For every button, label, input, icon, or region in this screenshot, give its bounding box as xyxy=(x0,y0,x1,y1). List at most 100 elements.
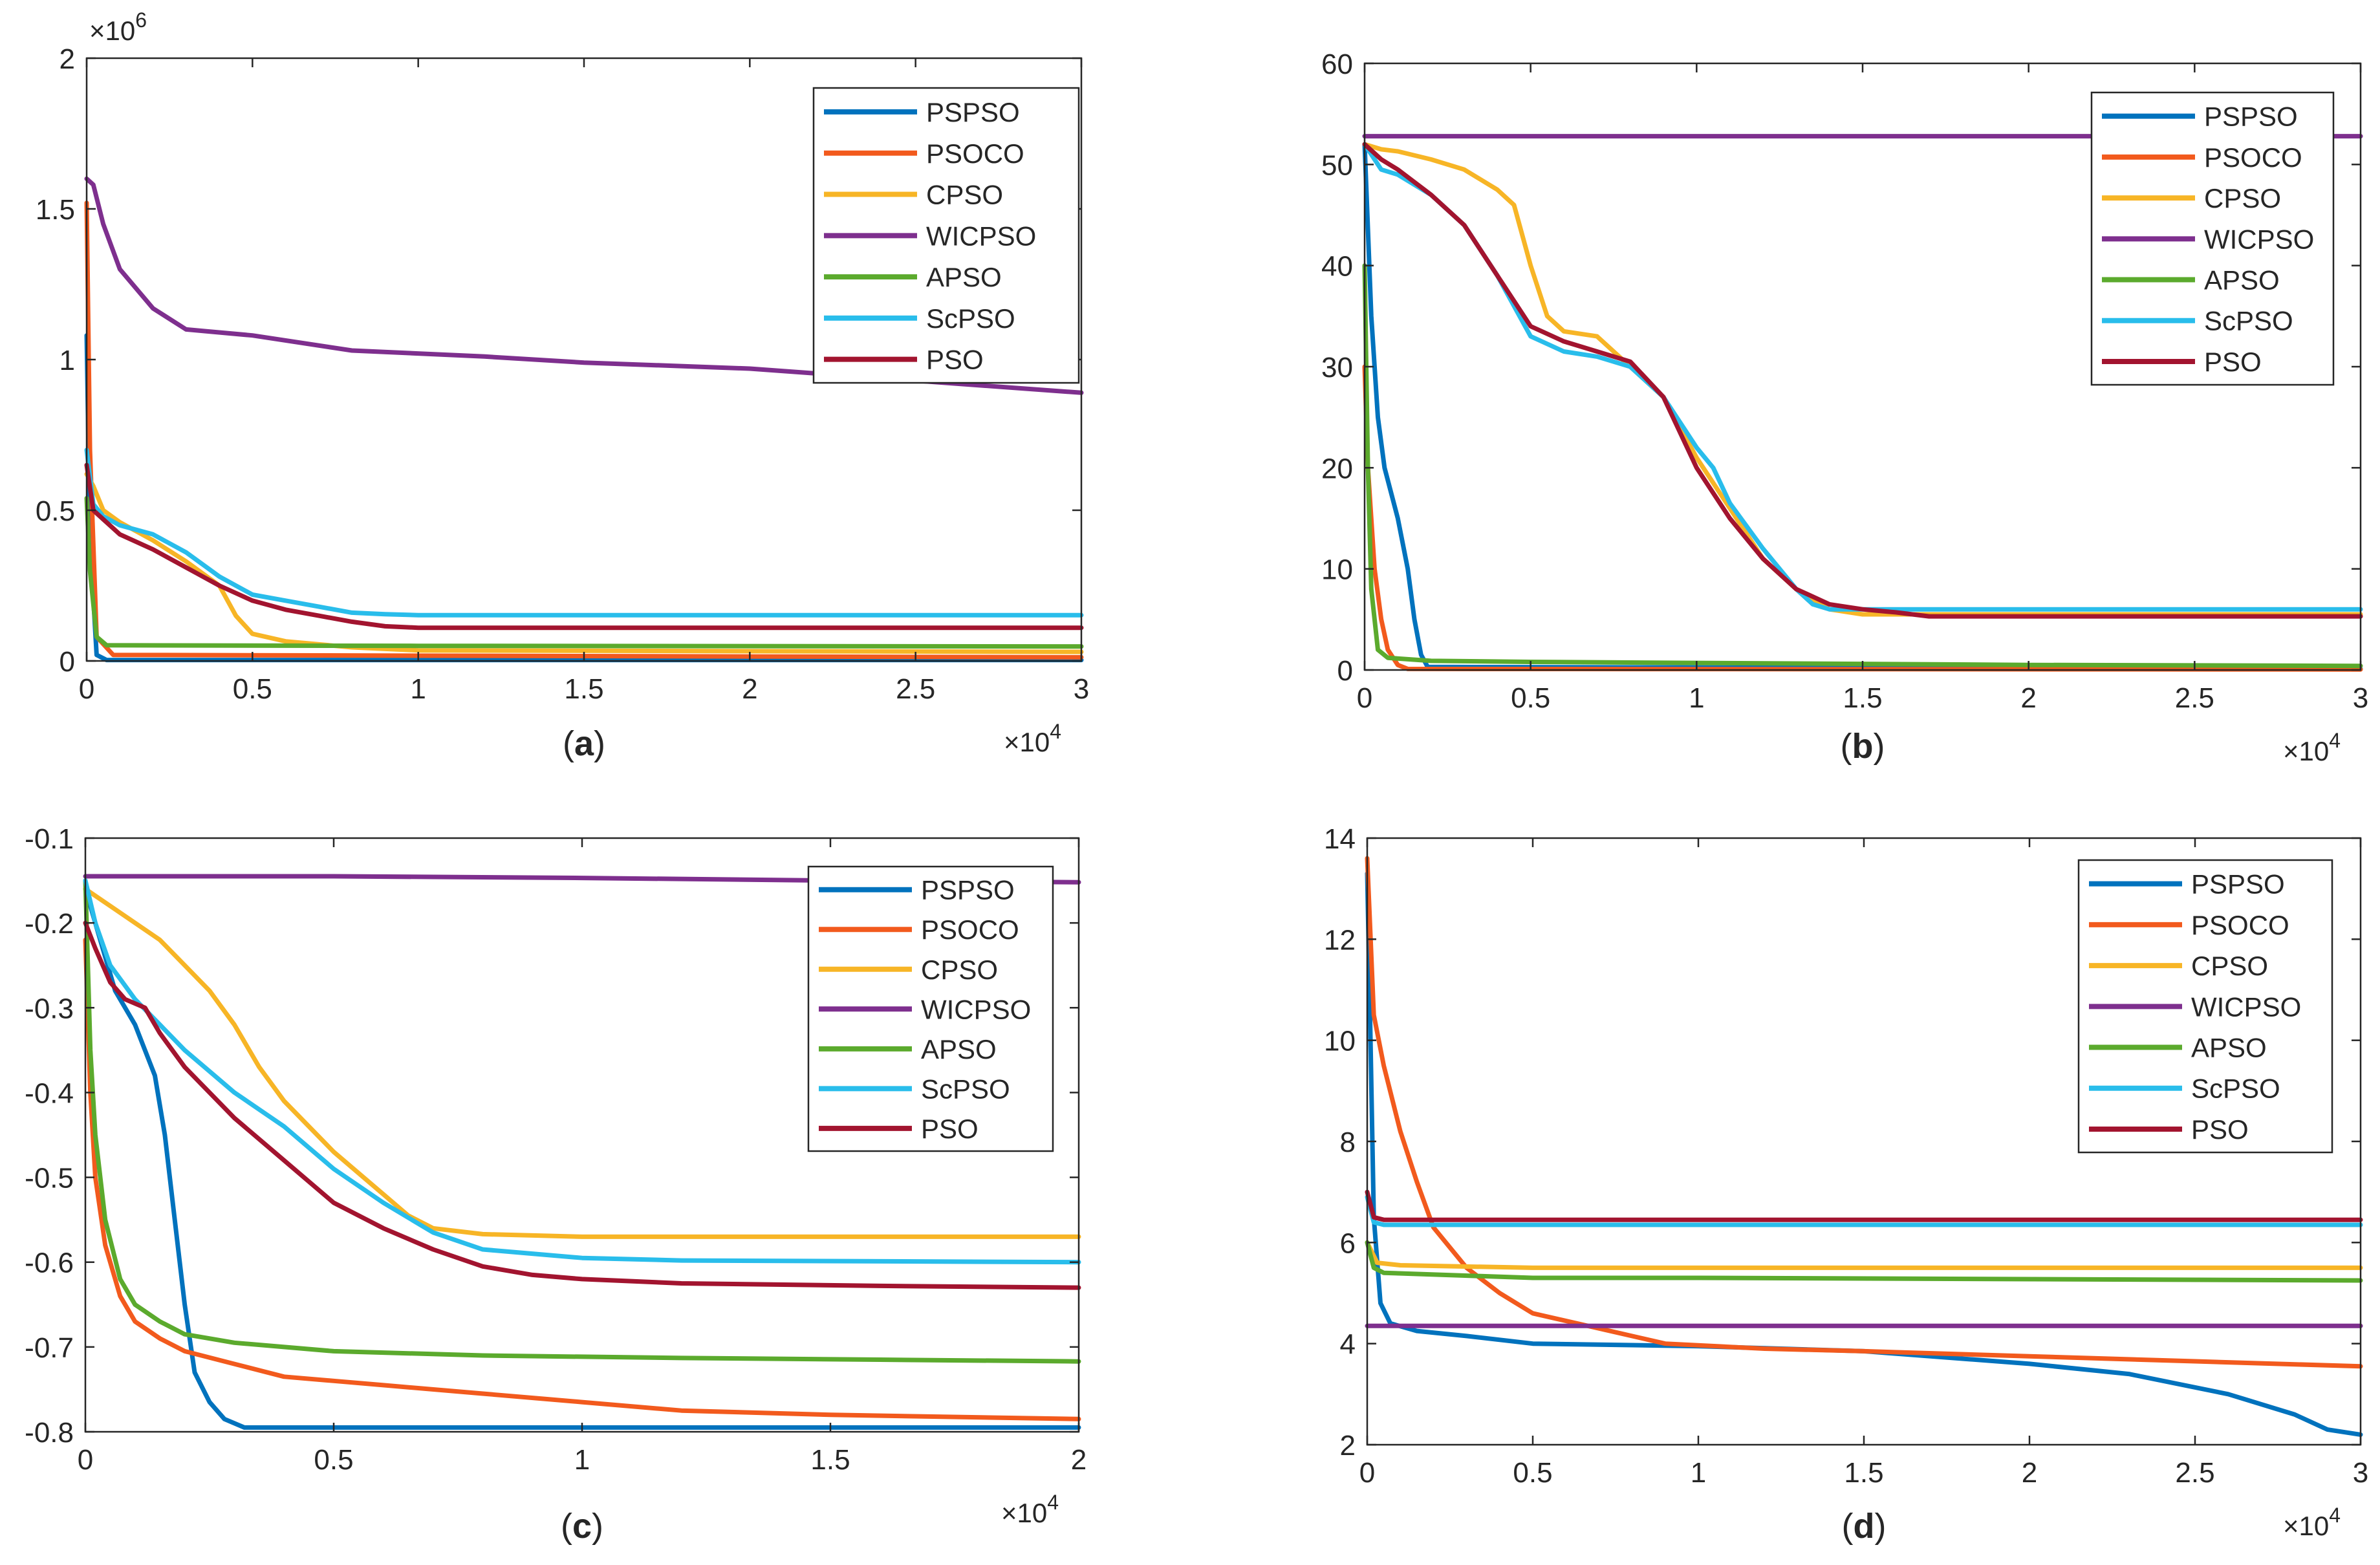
legend-label: PSOCO xyxy=(921,914,1019,945)
x-tick-label: 0 xyxy=(1359,1457,1375,1489)
chart-d: 0 0.5 1 1.5 2 2.5 3 2 4 6 8 10 12 14 ×104 PSPSO PSOCO CPS… xyxy=(1324,823,2368,1546)
legend-label: PSOCO xyxy=(926,138,1024,169)
legend-label: PSO xyxy=(2204,347,2262,377)
y-tick-label: 0 xyxy=(1337,655,1353,687)
series-line-wicpso xyxy=(84,176,1084,395)
chart-b: 0 0.5 1 1.5 2 2.5 30102030405060×104PSPSOPSOCO… xyxy=(1321,49,2368,766)
series-line-pso xyxy=(84,462,1084,631)
legend: PSPSO PSOCO CPSO WICPSO APSO ScPSO PSO xyxy=(812,87,1080,384)
panel-caption: (d) xyxy=(1842,1507,1887,1546)
x-tick-label: 0 xyxy=(78,1444,93,1476)
x-tick-label: 1.5 xyxy=(1843,682,1882,714)
legend-label: CPSO xyxy=(2204,183,2281,213)
y-tick-label: 0 xyxy=(60,646,75,678)
x-tick-label: 3 xyxy=(2353,682,2368,714)
y-tick-label: 12 xyxy=(1324,924,1356,956)
series-line-apso xyxy=(1365,1240,2363,1283)
x-tick-label: 1.5 xyxy=(564,673,603,705)
panel-caption: (c) xyxy=(561,1507,603,1546)
x-multiplier: ×104 xyxy=(1001,1491,1059,1528)
series-line-cpso xyxy=(1362,142,2363,617)
y-tick-label: 0.5 xyxy=(36,495,75,527)
series-line-apso xyxy=(83,878,1081,1364)
legend-label: WICPSO xyxy=(2191,991,2301,1022)
x-tick-label: 3 xyxy=(1074,673,1089,705)
x-multiplier: ×104 xyxy=(2283,729,2341,766)
series-line-cpso xyxy=(1365,1240,2363,1270)
x-tick-label: 1.5 xyxy=(1844,1457,1883,1489)
x-tick-label: 0.5 xyxy=(1513,1457,1552,1489)
legend-label: CPSO xyxy=(2191,951,2268,981)
legend-label: PSO xyxy=(921,1114,979,1144)
series-line-apso xyxy=(84,495,1084,649)
x-tick-label: 2.5 xyxy=(896,673,935,705)
y-tick-label: 10 xyxy=(1321,554,1353,586)
y-tick-label: 2 xyxy=(1340,1430,1356,1462)
legend: PSPSO PSOCO CPSO WICPSO APSO ScPSO PSO xyxy=(2077,859,2333,1154)
x-tick-label: 1 xyxy=(1691,1457,1706,1489)
legend-label: ScPSO xyxy=(921,1074,1010,1104)
y-tick-label: -0.7 xyxy=(25,1332,74,1364)
y-tick-label: 50 xyxy=(1321,149,1353,181)
x-tick-label: 0.5 xyxy=(314,1444,353,1476)
y-tick-label: -0.2 xyxy=(25,908,74,940)
x-tick-label: 0.5 xyxy=(1511,682,1550,714)
y-tick-label: 30 xyxy=(1321,352,1353,383)
chart-a: 0 0.5 1 1.5 2 2.5 3 0 0.5 1 1.5 2 ×104 ×106 PSPSO PSOCO… xyxy=(36,8,1089,763)
x-tick-label: 2 xyxy=(2022,1457,2037,1489)
panel-caption: (a) xyxy=(563,724,605,763)
series-line-psoco xyxy=(83,937,1081,1421)
x-tick-label: 0 xyxy=(79,673,94,705)
legend-label: ScPSO xyxy=(926,303,1015,334)
legend-label: APSO xyxy=(2204,265,2280,296)
legend-label: APSO xyxy=(926,262,1002,292)
x-tick-label: 1 xyxy=(410,673,426,705)
legend-label: PSO xyxy=(926,345,984,375)
x-tick-label: 3 xyxy=(2353,1457,2368,1489)
legend-label: PSO xyxy=(2191,1114,2249,1145)
series-line-pso xyxy=(83,920,1081,1290)
legend-label: WICPSO xyxy=(926,221,1036,251)
y-tick-label: 4 xyxy=(1340,1329,1356,1361)
legend: PSPSO PSOCO CPSO WICPSO APSO ScPSO PSO xyxy=(2090,91,2335,386)
legend-label: ScPSO xyxy=(2191,1074,2280,1104)
series-line-pso xyxy=(1362,142,2363,619)
x-multiplier: ×104 xyxy=(1004,720,1061,757)
series-line-psoco xyxy=(1365,856,2363,1369)
x-tick-label: 2.5 xyxy=(2175,1457,2214,1489)
y-tick-label: 60 xyxy=(1321,49,1353,80)
x-multiplier: ×104 xyxy=(2283,1504,2341,1541)
y-tick-label: 6 xyxy=(1340,1227,1356,1259)
y-tick-label: -0.8 xyxy=(25,1417,74,1449)
y-tick-label: 1.5 xyxy=(36,194,75,226)
legend-label: ScPSO xyxy=(2204,306,2293,336)
x-tick-label: 2.5 xyxy=(2175,682,2214,714)
y-tick-label: 2 xyxy=(60,43,75,75)
legend-label: PSOCO xyxy=(2204,142,2302,173)
series-line-pso xyxy=(1365,1189,2363,1222)
legend-label: PSOCO xyxy=(2191,910,2289,940)
x-tick-label: 2 xyxy=(2020,682,2036,714)
legend-label: PSPSO xyxy=(926,97,1020,127)
x-tick-label: 1 xyxy=(574,1444,590,1476)
x-tick-label: 1 xyxy=(1689,682,1704,714)
y-tick-label: 8 xyxy=(1340,1127,1356,1158)
series-line-scpso xyxy=(84,448,1084,618)
series-line-cpso xyxy=(83,887,1081,1239)
y-tick-label: -0.3 xyxy=(25,993,74,1024)
legend-label: WICPSO xyxy=(2204,224,2314,254)
series-line-scpso xyxy=(83,878,1081,1265)
x-tick-label: 2 xyxy=(742,673,757,705)
x-tick-label: 0 xyxy=(1357,682,1372,714)
y-tick-label: -0.1 xyxy=(25,823,74,855)
y-tick-label: 20 xyxy=(1321,453,1353,484)
legend: PSPSO PSOCO CPSO WICPSO APSO ScPSO PSO xyxy=(807,865,1054,1152)
legend-label: CPSO xyxy=(921,955,998,985)
y-tick-label: -0.6 xyxy=(25,1247,74,1279)
y-tick-label: -0.4 xyxy=(25,1077,74,1109)
legend-label: PSPSO xyxy=(2191,869,2285,900)
legend-label: CPSO xyxy=(926,180,1003,210)
chart-c: 0 0.5 1 1.5 2 -0.8 -0.7 -0.6 -0.5 -0.4 -0.3 -0.2 -0.… xyxy=(25,823,1087,1546)
x-tick-label: 2 xyxy=(1071,1444,1087,1476)
